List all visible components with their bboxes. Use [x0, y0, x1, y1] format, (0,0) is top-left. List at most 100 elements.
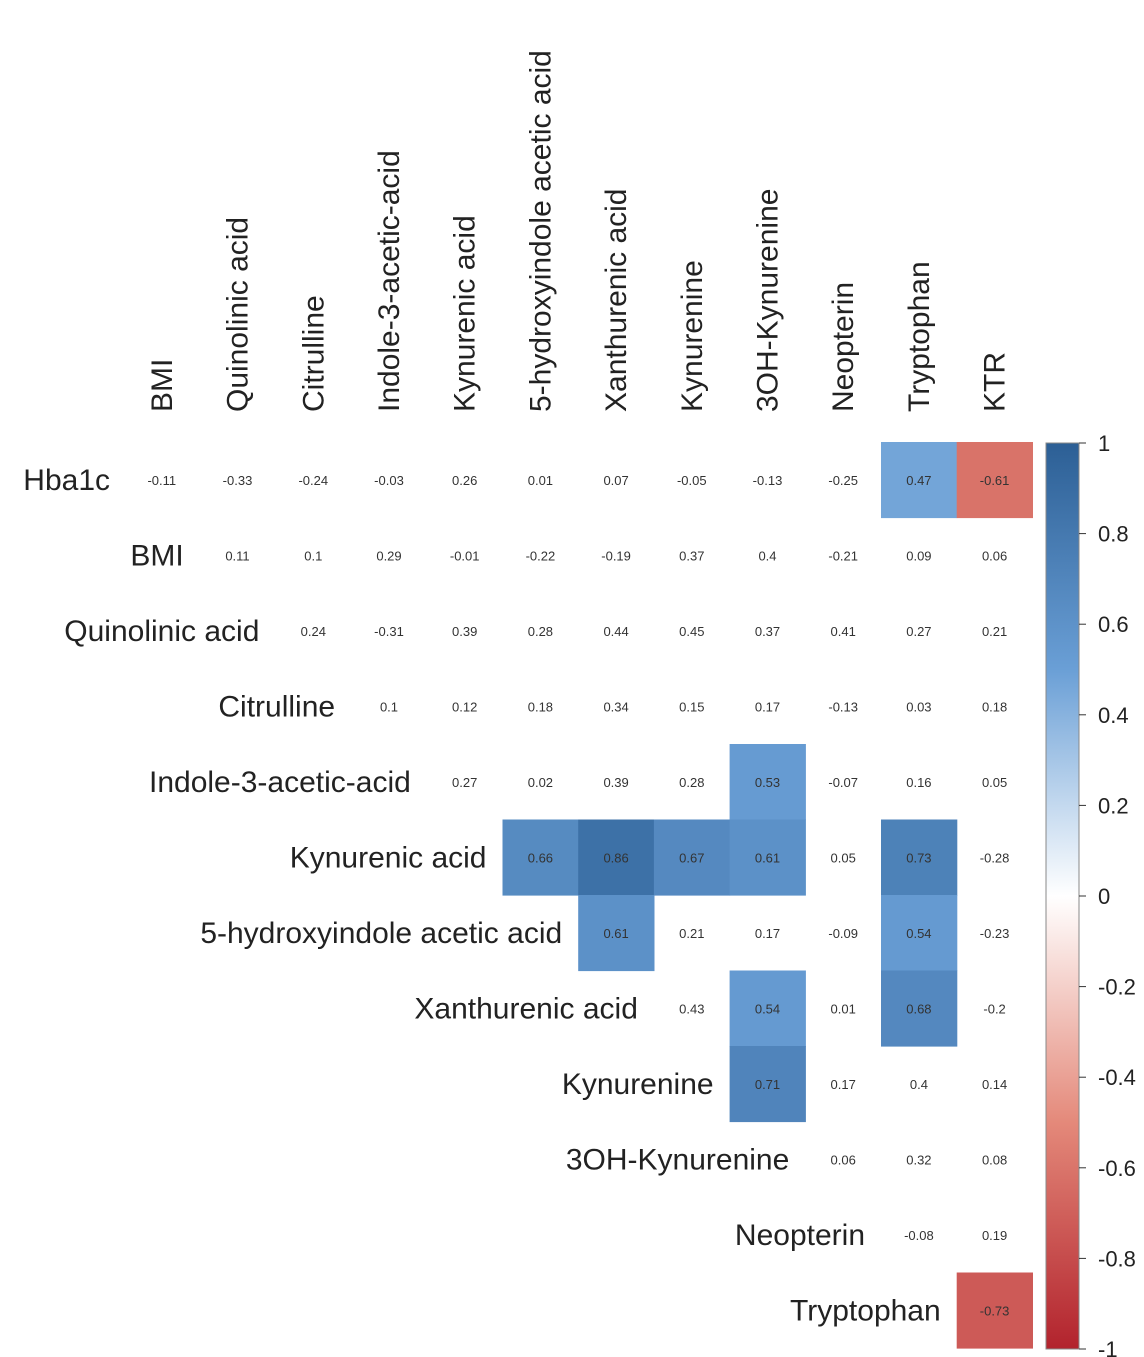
cell-value-label: -0.25 [828, 473, 858, 488]
cell-value-label: 0.4 [910, 1077, 928, 1092]
column-label-3oh-kynurenine: 3OH-Kynurenine [751, 189, 784, 412]
cell-value-label: 0.39 [452, 624, 477, 639]
heatmap-cell [653, 819, 731, 896]
cell-value-label: 0.01 [831, 1001, 856, 1016]
cell-value-label: -0.03 [374, 473, 404, 488]
row-label-xanthurenic-acid: Xanthurenic acid [414, 992, 637, 1025]
cell-value-label: 0.1 [380, 699, 398, 714]
row-label-tryptophan: Tryptophan [790, 1294, 941, 1327]
cell-value-label: 0.37 [755, 624, 780, 639]
cell-value-label: 0.67 [679, 850, 704, 865]
cell-value-label: 0.34 [603, 699, 628, 714]
cell-value-label: 0.18 [528, 699, 553, 714]
cell-value-label: -0.11 [147, 473, 176, 488]
cell-value-label: 0.05 [982, 775, 1007, 790]
cell-value-label: 0.21 [679, 926, 704, 941]
cell-value-label: 0.47 [906, 473, 931, 488]
heatmap-cell [881, 895, 958, 972]
color-scale-tick-label: -0.6 [1098, 1156, 1136, 1181]
cell-value-label: 0.66 [528, 850, 553, 865]
heatmap-cell [729, 970, 806, 1047]
cell-value-label: 0.4 [758, 548, 776, 563]
cell-value-label: -0.19 [601, 548, 631, 563]
cell-value-label: 0.39 [603, 775, 628, 790]
row-label-quinolinic-acid: Quinolinic acid [64, 615, 259, 648]
cell-value-label: -0.24 [298, 473, 328, 488]
column-label-neopterin: Neopterin [827, 282, 860, 412]
heatmap-cells: -0.11 -0.33 -0.24 -0.03 0.26 0.01 0.07 -0.05 -0.… [147, 442, 1033, 1349]
heatmap-cell [578, 895, 655, 972]
cell-value-label: -0.07 [828, 775, 858, 790]
cell-value-label: 0.61 [603, 926, 628, 941]
cell-value-label: 0.06 [831, 1152, 856, 1167]
cell-value-label: -0.09 [828, 926, 858, 941]
column-label-kynurenic-acid: Kynurenic acid [449, 215, 482, 412]
cell-value-label: 0.44 [603, 624, 628, 639]
color-scale-tick-label: -0.2 [1098, 975, 1136, 1000]
column-label-quinolinic-acid: Quinolinic acid [222, 217, 255, 412]
row-label-bmi: BMI [130, 539, 183, 572]
cell-value-label: 0.17 [755, 699, 780, 714]
heatmap-cell [881, 819, 958, 896]
cell-value-label: 0.28 [679, 775, 704, 790]
cell-value-label: -0.61 [980, 473, 1010, 488]
heatmap-cell [956, 1272, 1033, 1349]
cell-value-label: 0.45 [679, 624, 704, 639]
row-label-indole-3-acetic-acid: Indole-3-acetic-acid [149, 766, 411, 799]
cell-value-label: 0.17 [831, 1077, 856, 1092]
heatmap-cell [729, 744, 806, 821]
color-scale-tick-label: 0 [1098, 884, 1110, 909]
cell-value-label: 0.29 [376, 548, 401, 563]
cell-value-label: -0.22 [526, 548, 556, 563]
color-scale-bar [1045, 442, 1080, 1350]
cell-value-label: -0.13 [828, 699, 858, 714]
cell-value-label: 0.24 [301, 624, 326, 639]
cell-value-label: -0.33 [223, 473, 253, 488]
color-scale-tick-label: 0.6 [1098, 612, 1129, 637]
cell-value-label: 0.09 [906, 548, 931, 563]
cell-value-label: 0.05 [831, 850, 856, 865]
cell-value-label: 0.54 [906, 926, 931, 941]
color-scale-tick-label: 1 [1098, 431, 1110, 456]
cell-value-label: 0.11 [225, 548, 249, 563]
column-label-kynurenine: Kynurenine [676, 260, 709, 412]
cell-value-label: -0.2 [983, 1001, 1005, 1016]
row-label-kynurenic-acid: Kynurenic acid [290, 841, 487, 874]
cell-value-label: 0.21 [982, 624, 1007, 639]
column-label-ktr: KTR [979, 352, 1012, 412]
cell-value-label: 0.17 [755, 926, 780, 941]
cell-value-label: 0.53 [755, 775, 780, 790]
cell-value-label: 0.12 [452, 699, 477, 714]
column-label-indole-3-acetic-acid: Indole-3-acetic-acid [373, 150, 406, 412]
column-labels: BMI Quinolinic acid Citrulline Indole-3-ace… [146, 50, 1012, 412]
heatmap-cell [578, 819, 655, 896]
cell-value-label: 0.43 [679, 1001, 704, 1016]
heatmap-cell [729, 819, 806, 896]
cell-value-label: 0.27 [452, 775, 477, 790]
cell-value-label: -0.23 [980, 926, 1010, 941]
heatmap-cell [881, 442, 958, 519]
cell-value-label: -0.05 [677, 473, 707, 488]
row-label-neopterin: Neopterin [735, 1219, 865, 1252]
row-labels: Hba1c BMI Quinolinic acid Citrulline Indole-… [23, 464, 940, 1328]
cell-value-label: 0.86 [603, 850, 628, 865]
cell-value-label: 0.07 [603, 473, 628, 488]
cell-value-label: 0.06 [982, 548, 1007, 563]
cell-value-label: 0.54 [755, 1001, 780, 1016]
color-scale-tick-label: -0.8 [1098, 1246, 1136, 1271]
cell-value-label: -0.01 [450, 548, 480, 563]
cell-value-label: 0.18 [982, 699, 1007, 714]
cell-value-label: 0.26 [452, 473, 477, 488]
cell-value-label: -0.08 [904, 1228, 934, 1243]
heatmap-cell [502, 819, 579, 896]
cell-value-label: 0.32 [906, 1152, 931, 1167]
cell-value-label: 0.01 [528, 473, 553, 488]
cell-value-label: -0.21 [828, 548, 858, 563]
heatmap-cell [956, 442, 1033, 519]
heatmap-cell [881, 970, 958, 1047]
row-label-5-hydroxyindole-acetic-acid: 5-hydroxyindole acetic acid [200, 917, 562, 950]
color-scale-tick-label: 0.4 [1098, 703, 1129, 728]
cell-value-label: -0.13 [753, 473, 783, 488]
column-label-bmi: BMI [146, 359, 179, 412]
row-label-citrulline: Citrulline [218, 690, 335, 723]
